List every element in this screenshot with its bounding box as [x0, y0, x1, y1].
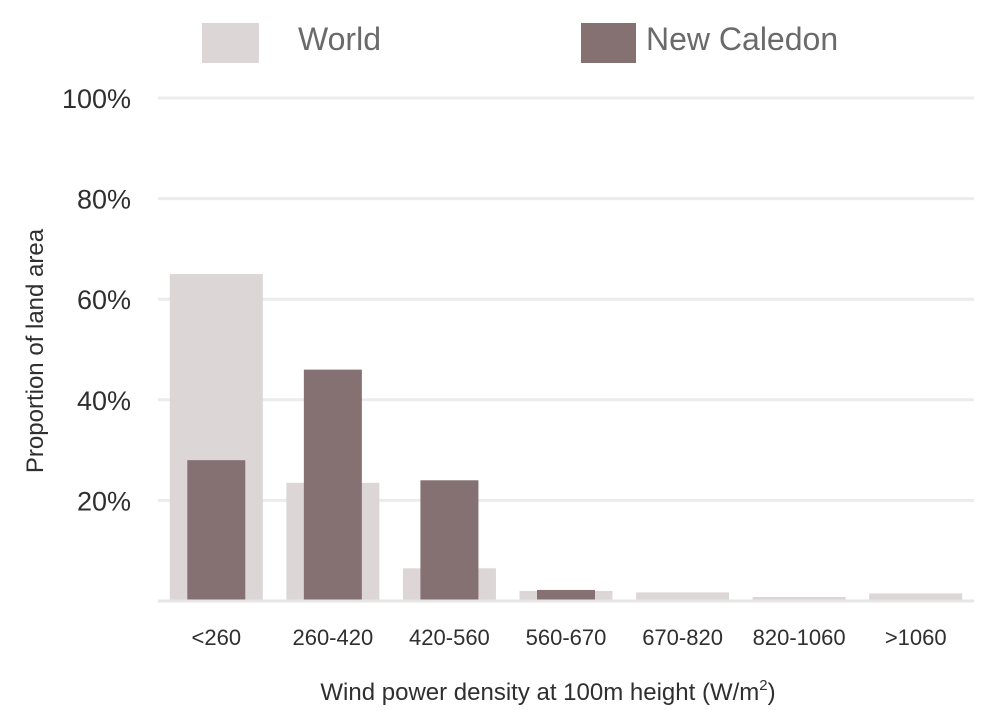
y-tick-label: 80%: [77, 185, 131, 215]
bar-world: [869, 593, 963, 601]
legend-label-new-caledon: New Caledon: [646, 21, 838, 57]
x-tick-label: 260-420: [292, 625, 373, 650]
x-axis-title-end: ): [768, 679, 776, 706]
y-tick-label: 60%: [77, 285, 131, 315]
x-tick-label: 670-820: [642, 625, 723, 650]
x-tick-label: 820-1060: [753, 625, 846, 650]
x-tick-label: 420-560: [409, 625, 490, 650]
y-tick-labels: 100% 80% 60% 40% 20%: [62, 84, 131, 516]
y-tick-label: 100%: [62, 84, 131, 114]
bar-new-caledon: [420, 480, 479, 601]
y-axis-title: Proportion of land area: [22, 228, 49, 473]
x-tick-labels: <260 260-420 420-560 560-670 670-820 820-1060…: [192, 625, 947, 650]
bars: [169, 274, 963, 601]
bar-world: [636, 592, 730, 601]
x-tick-label: <260: [192, 625, 242, 650]
y-tick-label: 20%: [77, 486, 131, 516]
x-axis-title: Wind power density at 100m height (W/m2): [320, 677, 775, 706]
x-tick-label: 560-670: [526, 625, 607, 650]
y-tick-label: 40%: [77, 386, 131, 416]
bar-new-caledon: [187, 460, 246, 601]
legend-label-world: World: [298, 21, 381, 57]
x-axis-title-superscript: 2: [759, 677, 767, 694]
bar-new-caledon: [537, 589, 595, 601]
gridlines: [158, 96, 974, 502]
x-axis-title-main: Wind power density at 100m height (W/m: [320, 679, 759, 706]
x-tick-label: >1060: [885, 625, 947, 650]
bar-world: [752, 596, 846, 601]
legend: World New Caledon: [202, 21, 838, 63]
bar-new-caledon: [303, 369, 362, 601]
legend-swatch-new-caledon: [581, 23, 636, 63]
legend-swatch-world: [202, 23, 259, 63]
